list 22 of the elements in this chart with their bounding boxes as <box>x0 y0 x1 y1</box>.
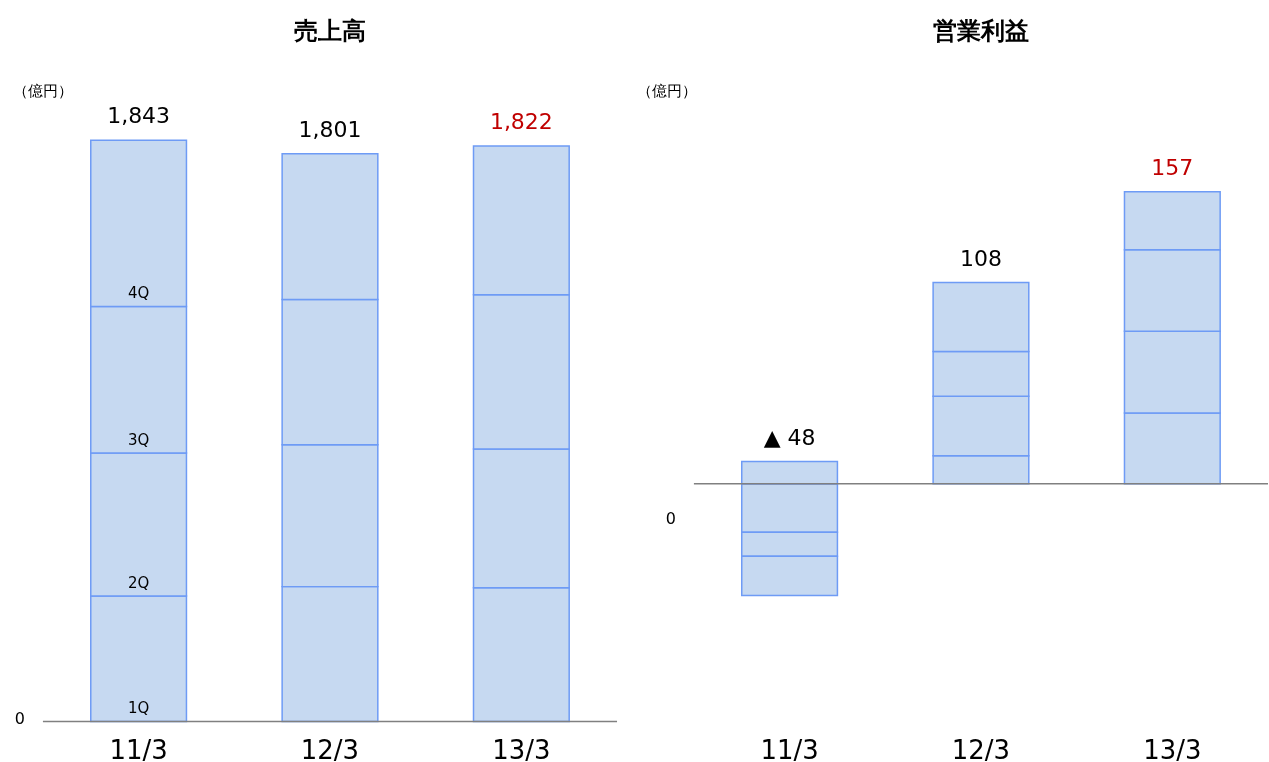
x-tick-label: 11/3 <box>760 734 819 762</box>
x-tick-label: 13/3 <box>492 734 551 762</box>
text: 0 <box>14 709 25 729</box>
chart-title: 営業利益 <box>932 16 1029 45</box>
x-tick-label: 12/3 <box>951 734 1011 762</box>
annotation: 108 <box>960 245 1002 271</box>
chart-title: 売上高 <box>293 16 366 45</box>
annotation: 1,843 <box>107 103 171 129</box>
annotation: 1,822 <box>489 109 553 135</box>
annotation: 157 <box>1151 154 1194 180</box>
text: 0 <box>665 508 676 528</box>
series-label: 3Q <box>127 430 150 449</box>
series-label: 4Q <box>127 284 150 303</box>
x-tick-label: 12/3 <box>300 734 360 762</box>
annotation: ▲ 48 <box>763 424 816 450</box>
annotation: 1,801 <box>298 116 362 142</box>
y-axis-title: （億円） <box>637 81 698 100</box>
y-axis-title: （億円） <box>13 81 74 100</box>
series-label: 2Q <box>127 573 150 592</box>
x-tick-label: 13/3 <box>1143 734 1202 762</box>
x-tick-label: 11/3 <box>109 734 168 762</box>
series-label: 1Q <box>127 699 150 718</box>
